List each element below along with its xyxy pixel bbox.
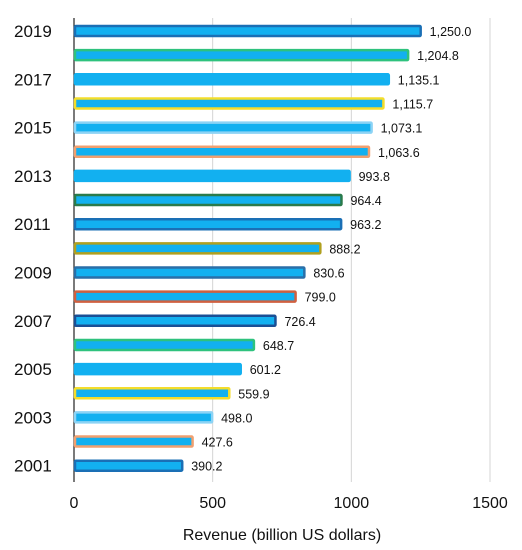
category-label-2017: 2017 bbox=[14, 70, 52, 89]
bar-2002 bbox=[73, 435, 194, 448]
bars bbox=[73, 24, 422, 472]
x-tick-label: 500 bbox=[199, 495, 226, 512]
value-label: 1,135.1 bbox=[398, 73, 440, 87]
bar-2011 bbox=[73, 217, 343, 231]
value-label: 427.6 bbox=[202, 436, 233, 450]
value-label: 1,250.0 bbox=[430, 25, 472, 39]
value-label: 1,073.1 bbox=[381, 122, 423, 136]
bar-2003 bbox=[73, 411, 214, 424]
category-label-2011: 2011 bbox=[14, 215, 51, 234]
x-tick-label: 1000 bbox=[334, 495, 370, 512]
bar-2004 bbox=[73, 387, 231, 400]
x-axis-label: Revenue (billion US dollars) bbox=[183, 527, 381, 544]
bar-2007 bbox=[73, 314, 277, 328]
x-tick-labels: 0 500 1000 1500 bbox=[70, 495, 508, 512]
bar-2013 bbox=[73, 169, 351, 183]
value-label: 1,204.8 bbox=[417, 49, 459, 63]
category-label-2009: 2009 bbox=[14, 264, 52, 283]
value-label: 1,115.7 bbox=[392, 97, 433, 111]
value-label: 390.2 bbox=[191, 460, 222, 474]
bar-2009 bbox=[73, 266, 306, 279]
bar-2010 bbox=[73, 242, 322, 255]
category-labels: 2019 2017 2015 2013 2011 2009 2007 2005 2003 2001 bbox=[14, 22, 52, 476]
value-label: 964.4 bbox=[350, 194, 381, 208]
category-label-2007: 2007 bbox=[14, 312, 52, 331]
category-label-2003: 2003 bbox=[14, 408, 52, 427]
value-labels: 1,250.0 1,204.8 1,135.1 1,115.7 1,073.1 1,063… bbox=[191, 25, 471, 474]
value-label: 888.2 bbox=[329, 242, 360, 256]
bar-2017 bbox=[73, 73, 391, 86]
value-label: 963.2 bbox=[350, 218, 381, 232]
category-label-2013: 2013 bbox=[14, 167, 52, 186]
value-label: 498.0 bbox=[221, 411, 252, 425]
bar-2018 bbox=[73, 48, 410, 62]
value-label: 648.7 bbox=[263, 339, 294, 353]
bar-2012 bbox=[73, 193, 343, 207]
bar-2001 bbox=[73, 459, 184, 472]
x-tick-label: 1500 bbox=[472, 495, 508, 512]
bar-2006 bbox=[73, 338, 256, 352]
value-label: 559.9 bbox=[238, 387, 269, 401]
category-label-2001: 2001 bbox=[14, 457, 52, 476]
category-label-2005: 2005 bbox=[14, 360, 52, 379]
value-label: 993.8 bbox=[359, 170, 390, 184]
category-label-2015: 2015 bbox=[14, 119, 52, 138]
value-label: 726.4 bbox=[284, 315, 315, 329]
bar-2008 bbox=[73, 290, 297, 303]
value-label: 601.2 bbox=[250, 363, 281, 377]
value-label: 1,063.6 bbox=[378, 146, 420, 160]
bar-2005 bbox=[73, 362, 242, 376]
bar-2019 bbox=[73, 24, 422, 38]
bar-2016 bbox=[73, 97, 385, 110]
category-label-2019: 2019 bbox=[14, 22, 52, 41]
bar-2015 bbox=[73, 121, 373, 134]
x-tick-label: 0 bbox=[70, 495, 79, 512]
value-label: 799.0 bbox=[305, 291, 336, 305]
value-label: 830.6 bbox=[313, 267, 344, 281]
bar-2014 bbox=[73, 145, 371, 158]
